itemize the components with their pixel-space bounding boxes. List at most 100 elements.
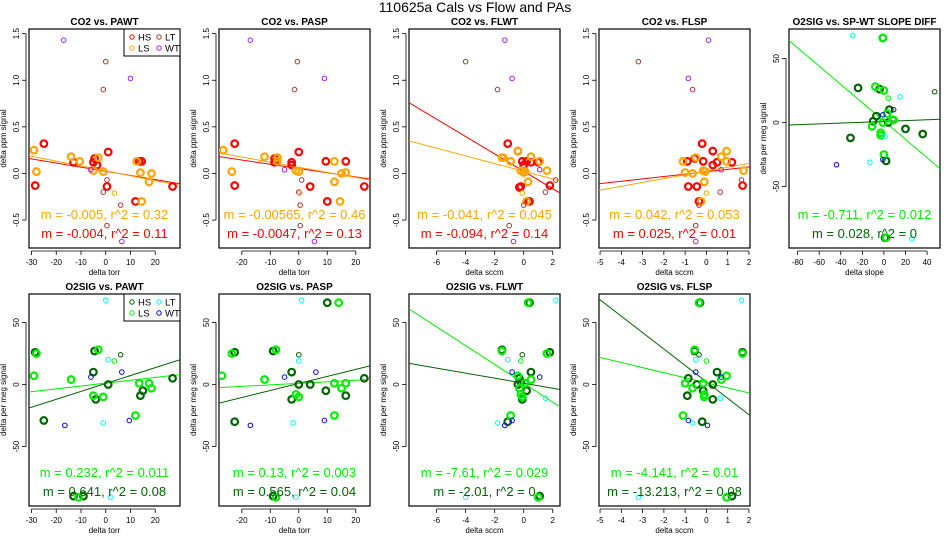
x-tick-label: -20 [236, 258, 248, 267]
fit-annotation: m = -2.01, r^2 = 0 [433, 484, 535, 499]
data-point-HS [359, 182, 369, 191]
data-point-LS [98, 392, 108, 402]
fit-line-HS [599, 298, 750, 416]
data-point-LS [329, 156, 339, 166]
fit-annotation: m = -0.041, r^2 = 0.045 [417, 207, 552, 222]
data-point-LS [520, 378, 530, 388]
data-point-LS [294, 392, 304, 402]
data-point-WT [536, 166, 543, 173]
y-tick-label: -0.5 [582, 213, 591, 227]
y-tick-label: 50 [12, 318, 21, 327]
data-point-WT [509, 369, 515, 375]
data-point-LS [341, 378, 351, 388]
data-point-HS [230, 139, 240, 149]
y-tick-label: 0 [202, 382, 211, 387]
data-point-LS [66, 375, 76, 384]
fit-annotation: m = -0.711, r^2 = 0.012 [798, 207, 932, 222]
data-point-LT [102, 58, 109, 65]
data-point-LS [542, 166, 552, 176]
data-point-WT [502, 422, 508, 429]
data-point-LS-small [111, 190, 118, 196]
data-point-HS [39, 416, 49, 425]
legend-label: HS [138, 33, 151, 44]
data-point-LS [74, 492, 83, 502]
y-tick-label: 1.5 [202, 28, 211, 40]
y-tick-label: 1.5 [582, 28, 591, 40]
data-point-LT [293, 494, 299, 501]
data-point-LS [329, 411, 339, 420]
legend-label: LS [138, 44, 150, 55]
data-point-HS [39, 139, 49, 149]
x-tick-label: 2 [747, 258, 752, 267]
y-tick-label: 0.0 [202, 167, 211, 179]
panel-1: CO2 vs. PAWT -30 -20 -10 0 10 20 delta torr -0.5… [0, 17, 181, 277]
data-point-LS [514, 383, 524, 393]
data-point-LS [93, 345, 103, 355]
plot-area [599, 37, 750, 245]
x-tick-label: -80 [792, 258, 804, 267]
y-tick-label: -50 [772, 180, 781, 192]
data-point-HS [697, 139, 707, 149]
x-tick-label: 0 [297, 516, 302, 525]
y-tick-label: 0.0 [12, 167, 21, 179]
data-point-LS [522, 197, 532, 206]
data-point-HS [341, 156, 351, 166]
panel-3: CO2 vs. FLWT -6 -4 -2 0 2 delta sccm -0.5 0.0 0.5… [379, 17, 561, 277]
data-point-WT [692, 238, 699, 245]
data-point-LT [909, 236, 915, 242]
x-tick-label: 2 [551, 258, 556, 267]
data-point-WT [247, 422, 254, 429]
data-point-LS [144, 177, 154, 187]
data-point-LS [32, 349, 41, 358]
data-point-LS [680, 168, 690, 177]
panel-title: O2SIG vs. FLSP [637, 282, 713, 293]
x-tick-label: 0 [704, 516, 709, 525]
data-point-HS [103, 380, 113, 389]
fit-annotation: m = -4.141, r^2 = 0.01 [611, 465, 739, 480]
data-point-LT [105, 356, 112, 363]
data-point-LT [100, 86, 107, 93]
plot-area [29, 37, 180, 245]
x-tick-label: -20 [50, 516, 62, 525]
legend-marker [129, 310, 135, 316]
x-tick-label: -3 [639, 258, 647, 267]
fit-annotation: m = -0.00565, r^2 = 0.46 [224, 207, 366, 222]
data-point-WT [281, 374, 288, 380]
fit-line-HS [599, 166, 750, 185]
x-axis-label: delta sccm [655, 526, 694, 535]
data-point-LS [271, 492, 281, 502]
data-point-LS [878, 33, 888, 43]
data-point-LS [870, 82, 880, 92]
plot-frame [408, 293, 561, 507]
data-point-WT [88, 374, 94, 380]
data-point-WT [127, 75, 134, 82]
x-tick-label: 20 [151, 516, 160, 525]
fit-annotation: m = -0.004, r^2 = 0.11 [41, 226, 168, 241]
plot-area [789, 32, 940, 243]
y-tick-label: 0.5 [202, 121, 211, 133]
data-point-LS [520, 167, 530, 176]
data-point-LS [137, 197, 147, 206]
panel-9: O2SIG vs. FLSP -5 -4 -3 -2 -1 0 1 2 delta sccm -50… [569, 282, 752, 535]
fit-annotation: m = -0.005, r^2 = 0.32 [41, 207, 169, 222]
data-point-LT [882, 133, 888, 140]
data-point-LS [526, 375, 536, 384]
data-point-WT [880, 156, 886, 163]
data-point-LT [290, 420, 296, 426]
data-point-LS [722, 146, 732, 156]
data-point-LT [552, 297, 559, 303]
data-point-LS [698, 378, 708, 388]
data-point-LT [494, 420, 501, 426]
data-point-LT [717, 189, 724, 195]
data-point-HS [868, 116, 878, 126]
data-point-LS [506, 156, 516, 166]
y-axis-label: delta ppm signal [0, 109, 8, 167]
data-point-LT [696, 202, 702, 208]
legend-marker [156, 299, 162, 305]
data-point-HS [341, 391, 351, 401]
data-point-WT [718, 166, 725, 173]
x-tick-label: 20 [351, 258, 360, 267]
data-point-LS [533, 492, 543, 502]
data-point-LS [260, 152, 269, 162]
y-axis-label: delta ppm signal [569, 109, 578, 167]
